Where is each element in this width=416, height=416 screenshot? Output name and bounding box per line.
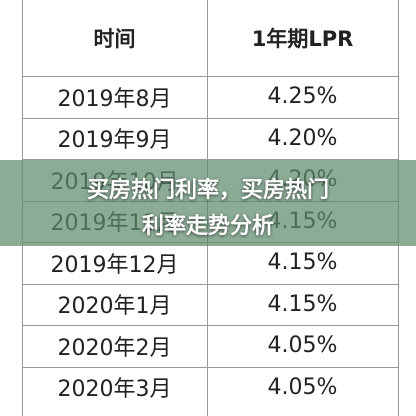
overlay-line: 利率走势分析 [141,214,274,239]
table-cell: 2020年3月 [57,377,172,403]
table-cell: 4.15% [267,291,338,317]
overlay-banner: 买房热门利率，买房热门 利率走势分析 [0,160,416,246]
table-cell: 4.20% [267,125,338,151]
table-cell: 4.25% [267,84,338,110]
table-cell: 2020年1月 [57,294,172,320]
table-cell: 2019年9月 [57,128,172,154]
table-cell: 4.05% [267,374,338,400]
row-border [22,366,398,368]
row-border [22,283,398,285]
row-border [22,76,398,77]
row-border [22,325,398,326]
table-cell: 4.05% [267,333,338,359]
header-cell: 时间 [93,27,136,51]
row-border [22,159,398,160]
row-border [22,117,398,119]
header-cell: 1年期LPR [251,27,354,51]
table-cell: 2019年12月 [50,252,179,278]
overlay-line: 买房热门利率，买房热门 [86,178,329,203]
table-cell: 2020年2月 [57,335,172,361]
table-cell: 4.15% [267,250,338,276]
table-cell: 2019年8月 [57,86,172,112]
